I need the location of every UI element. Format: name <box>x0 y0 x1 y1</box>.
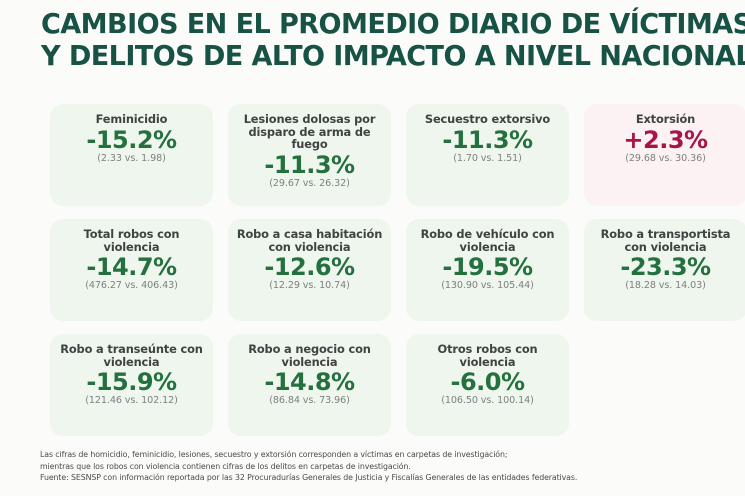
stat-card-secuestro-extorsivo[interactable]: Secuestro extorsivo -11.3% (1.70 vs. 1.5… <box>406 104 569 206</box>
stat-card-detail: (106.50 vs. 100.14) <box>441 395 534 407</box>
footnote-line-3: Fuente: SESNSP con información reportada… <box>40 472 578 483</box>
footnote: Las cifras de homicidio, feminicidio, le… <box>40 449 720 484</box>
stat-card-detail: (476.27 vs. 406.43) <box>85 280 178 292</box>
stat-card-feminicidio[interactable]: Feminicidio -15.2% (2.33 vs. 1.98) <box>50 104 213 206</box>
stat-card-value: -15.9% <box>86 368 177 397</box>
stat-card-value: -6.0% <box>450 368 525 397</box>
stat-card-detail: (1.70 vs. 1.51) <box>453 152 522 164</box>
page-title: CAMBIOS EN EL PROMEDIO DIARIO DE VÍCTIMA… <box>41 8 745 72</box>
stat-card-label: Robo a negocio con violencia <box>248 342 371 369</box>
stat-card-detail: (2.33 vs. 1.98) <box>97 152 166 164</box>
stat-card-robo-negocio[interactable]: Robo a negocio con violencia -14.8% (86.… <box>228 334 391 436</box>
stat-card-placeholder <box>584 334 745 436</box>
stat-card-row: Feminicidio -15.2% (2.33 vs. 1.98) Lesio… <box>50 104 745 206</box>
stat-card-label: Otros robos con violencia <box>437 342 538 369</box>
stat-card-value: -23.3% <box>620 253 711 282</box>
stat-card-row: Total robos con violencia -14.7% (476.27… <box>50 219 745 321</box>
stat-card-value: +2.3% <box>623 125 708 154</box>
stat-card-value: -14.8% <box>264 368 355 397</box>
stat-card-detail: (18.28 vs. 14.03) <box>625 280 706 292</box>
stat-card-robo-transportista[interactable]: Robo a transportista con violencia -23.3… <box>584 219 745 321</box>
footnote-line-2: mientras que los robos con violencia con… <box>40 460 411 471</box>
stat-card-label: Total robos con violencia <box>83 227 180 254</box>
stat-card-label: Robo a casa habitación con violencia <box>236 227 383 254</box>
stat-card-total-robos-con-violencia[interactable]: Total robos con violencia -14.7% (476.27… <box>50 219 213 321</box>
stat-card-value: -11.3% <box>264 150 355 179</box>
stat-card-value: -15.2% <box>86 125 177 154</box>
stat-card-value: -12.6% <box>264 253 355 282</box>
stat-card-detail: (121.46 vs. 102.12) <box>85 395 178 407</box>
footnote-line-1: Las cifras de homicidio, feminicidio, le… <box>40 449 508 459</box>
stat-card-robo-casa-habitacion[interactable]: Robo a casa habitación con violencia -12… <box>228 219 391 321</box>
stat-card-robo-vehiculo[interactable]: Robo de vehículo con violencia -19.5% (1… <box>406 219 569 321</box>
stat-card-label: Feminicidio <box>95 112 168 126</box>
stat-card-label: Robo de vehículo con violencia <box>420 227 555 254</box>
stat-card-label: Robo a transeúnte con violencia <box>60 342 203 369</box>
stat-card-robo-transeunte[interactable]: Robo a transeúnte con violencia -15.9% (… <box>50 334 213 436</box>
stat-card-detail: (29.67 vs. 26.32) <box>269 177 350 189</box>
stat-card-label: Lesiones dolosas por disparo de arma de … <box>243 112 376 152</box>
stat-card-label: Robo a transportista con violencia <box>600 227 731 254</box>
stat-card-detail: (86.84 vs. 73.96) <box>269 395 350 407</box>
stat-card-value: -11.3% <box>442 125 533 154</box>
stat-card-extorsion[interactable]: Extorsión +2.3% (29.68 vs. 30.36) <box>584 104 745 206</box>
stat-card-grid: Feminicidio -15.2% (2.33 vs. 1.98) Lesio… <box>50 104 745 449</box>
stat-card-label: Extorsión <box>635 112 696 126</box>
page-title-line-1: CAMBIOS EN EL PROMEDIO DIARIO DE VÍCTIMA… <box>41 8 745 40</box>
stat-card-detail: (12.29 vs. 10.74) <box>269 280 350 292</box>
stat-card-otros-robos[interactable]: Otros robos con violencia -6.0% (106.50 … <box>406 334 569 436</box>
stat-card-detail: (29.68 vs. 30.36) <box>625 152 706 164</box>
stat-card-value: -19.5% <box>442 253 533 282</box>
stat-card-label: Secuestro extorsivo <box>424 112 551 126</box>
stat-card-value: -14.7% <box>86 253 177 282</box>
stat-card-detail: (130.90 vs. 105.44) <box>441 280 534 292</box>
page-title-line-2: Y DELITOS DE ALTO IMPACTO A NIVEL NACION… <box>41 40 745 72</box>
stat-card-lesiones-dolosas[interactable]: Lesiones dolosas por disparo de arma de … <box>228 104 391 206</box>
stat-card-row: Robo a transeúnte con violencia -15.9% (… <box>50 334 745 436</box>
